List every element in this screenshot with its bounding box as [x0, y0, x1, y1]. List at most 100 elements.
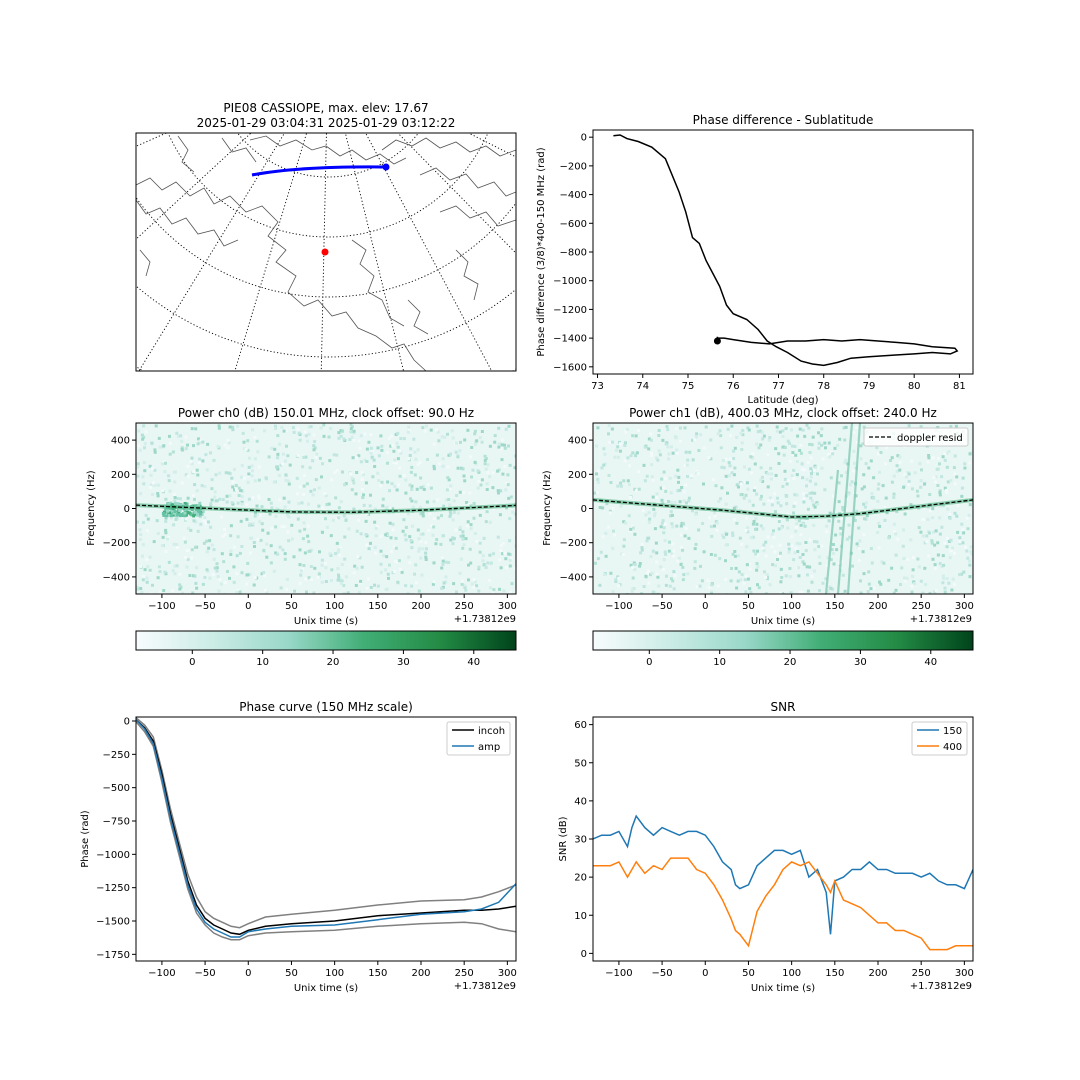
spec1-noise-pixel — [942, 577, 946, 580]
spec1-noise-pixel — [631, 434, 635, 438]
spec1-noise-pixel — [716, 432, 720, 436]
spec1-noise-pixel — [825, 530, 829, 534]
spec1-ytick-label: 400 — [568, 436, 587, 447]
spec1-noise-pixel — [639, 551, 643, 555]
spec1-noise-pixel — [919, 425, 923, 429]
spec1-noise-pixel — [803, 434, 807, 438]
spec0-noise-pixel — [330, 579, 333, 582]
spec0-noise-pixel — [220, 552, 224, 556]
spec1-noise-pixel — [733, 554, 737, 558]
spec0-noise-pixel — [332, 453, 336, 457]
spec0-noise-pixel — [295, 476, 299, 480]
spec0-noise-pixel — [219, 515, 223, 519]
spec0-noise-pixel — [359, 579, 363, 583]
spec0-noise-pixel — [470, 446, 474, 449]
spec0-noise-pixel — [312, 444, 316, 448]
spec0-noise-pixel — [492, 588, 496, 592]
spec1-noise-pixel — [777, 527, 781, 531]
spec1-noise-pixel — [764, 592, 768, 594]
spec0-noise-pixel — [273, 424, 277, 428]
spec0-noise-pixel — [149, 483, 153, 487]
spec0-noise-pixel — [141, 543, 145, 547]
spec1-noise-pixel — [938, 504, 942, 508]
spec1-noise-pixel — [763, 570, 766, 574]
spec1-noise-pixel — [753, 462, 757, 466]
spec0-noise-pixel — [472, 516, 476, 520]
spec1-noise-pixel — [788, 459, 792, 463]
spec1-noise-pixel — [640, 542, 644, 546]
spec1-noise-pixel — [653, 527, 657, 531]
spec0-noise-pixel — [363, 458, 367, 462]
spec1-noise-pixel — [910, 459, 913, 463]
spec0-noise-pixel — [210, 478, 214, 482]
spec0-noise-pixel — [225, 500, 229, 504]
spec1-legend: doppler resid — [863, 427, 969, 447]
spec0-noise-pixel — [196, 473, 200, 477]
spec0-noise-pixel — [184, 473, 188, 477]
spec0-noise-pixel — [367, 547, 371, 551]
spec0-noise-pixel — [287, 482, 291, 486]
snr-ytick-label: 50 — [574, 758, 587, 769]
spec1-xticks: −100 −50 0 50 100 150 200 250 300 — [605, 594, 974, 612]
spec0-noise-pixel — [447, 478, 451, 482]
spec1-noise-pixel — [810, 443, 814, 447]
spec0-noise-pixel — [257, 494, 261, 498]
spec0-noise-pixel — [255, 504, 259, 508]
spec0-noise-pixel — [229, 553, 233, 556]
spec0-noise-pixel — [186, 496, 190, 500]
spec0-noise-pixel — [448, 514, 452, 518]
spec1-noise-pixel — [825, 524, 829, 528]
spec0-noise-pixel — [432, 561, 436, 565]
spec0-noise-pixel — [325, 503, 329, 506]
spec1-noise-pixel — [748, 587, 752, 591]
spec1-noise-pixel — [735, 435, 739, 439]
spec0-noise-pixel — [466, 520, 470, 524]
spec0-noise-pixel — [427, 528, 431, 532]
spec0-noise-pixel — [354, 492, 358, 496]
spec0-noise-pixel — [484, 565, 488, 569]
spec0-noise-pixel — [190, 427, 194, 431]
spec0-noise-pixel — [248, 522, 252, 526]
spec0-noise-pixel — [246, 573, 250, 577]
spec1-noise-pixel — [661, 519, 665, 523]
spec1-noise-pixel — [710, 592, 713, 594]
spec0-noise-pixel — [312, 448, 316, 452]
spec1-noise-pixel — [746, 530, 750, 534]
spec1-xlabel: Unix time (s) — [751, 616, 815, 627]
spec0-noise-pixel — [142, 574, 146, 578]
spec0-noise-pixel — [157, 436, 161, 440]
spec0-noise-pixel — [210, 543, 214, 547]
spec1-noise-pixel — [859, 591, 863, 594]
spec1-noise-pixel — [614, 578, 618, 582]
spec1-noise-pixel — [850, 480, 854, 484]
spec1-noise-pixel — [640, 592, 644, 594]
spec1-noise-pixel — [901, 544, 905, 548]
spec1-noise-pixel — [802, 562, 806, 566]
spec1-noise-pixel — [907, 479, 911, 483]
spec0-noise-pixel — [298, 563, 302, 567]
spec1-noise-pixel — [814, 482, 818, 486]
spec1-noise-pixel — [946, 536, 950, 540]
spec0-burst-pixel — [166, 509, 170, 513]
spec1-noise-pixel — [650, 454, 654, 458]
spec1-noise-pixel — [668, 476, 672, 480]
spec1-xtick-label: 300 — [955, 601, 974, 612]
spec0-noise-pixel — [257, 478, 261, 482]
spec0-noise-pixel — [173, 470, 177, 474]
spec0-noise-pixel — [461, 537, 465, 541]
spec0-noise-pixel — [479, 483, 483, 487]
spec1-noise-pixel — [678, 488, 682, 492]
spec0-noise-pixel — [499, 544, 503, 548]
spec1-noise-pixel — [898, 455, 902, 459]
spec1-noise-pixel — [817, 441, 821, 445]
spec0-noise-pixel — [478, 550, 482, 554]
spec0-noise-pixel — [303, 527, 307, 531]
spec0-noise-pixel — [421, 426, 425, 430]
spec1-noise-pixel — [638, 562, 642, 565]
spec0-noise-pixel — [158, 590, 162, 594]
spec1-noise-pixel — [968, 461, 972, 465]
spec1-noise-pixel — [870, 561, 874, 565]
spec0-noise-pixel — [442, 504, 446, 508]
spec1-noise-pixel — [643, 445, 647, 449]
phase-curve-ytick-label: −750 — [103, 817, 130, 828]
